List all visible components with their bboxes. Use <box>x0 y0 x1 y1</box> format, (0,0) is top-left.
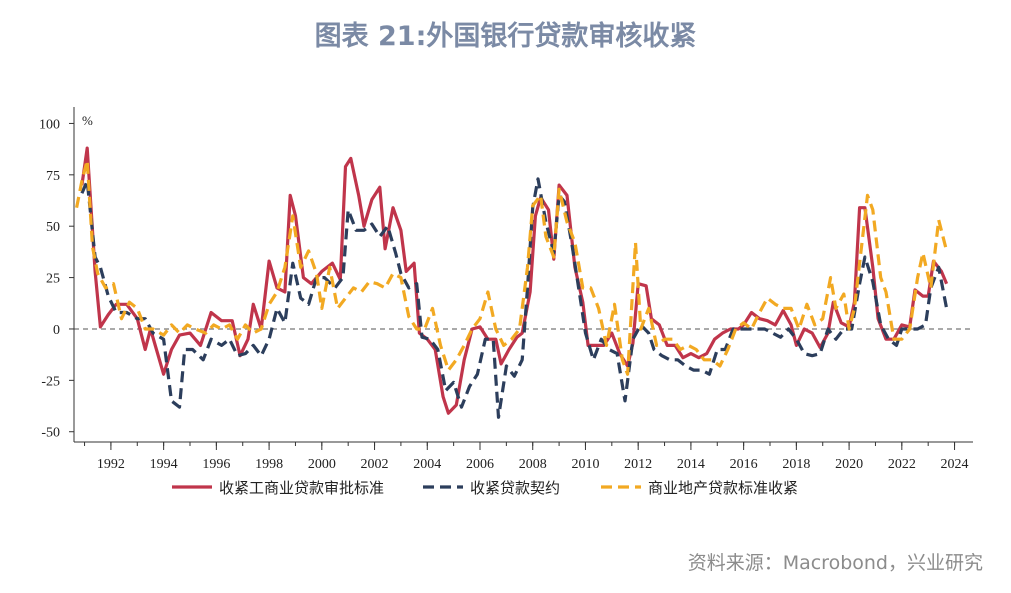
x-tick-label: 1996 <box>202 457 230 472</box>
x-tick-label: 2002 <box>361 457 389 472</box>
y-tick-label: 50 <box>46 220 60 235</box>
x-tick-label: 1994 <box>150 457 178 472</box>
legend: 收紧工商业贷款审批标准 收紧贷款契约 商业地产贷款标准收紧 <box>172 479 798 497</box>
x-tick-label: 2022 <box>888 457 916 472</box>
x-tick-label: 2006 <box>466 457 494 472</box>
axis-layer: 100 75 50 25 0 -25 -50% 1992 1994 1996 1998 2000 200… <box>39 107 973 472</box>
x-tick-label: 1992 <box>97 457 125 472</box>
x-tick-label: 2014 <box>677 457 705 472</box>
legend-label-1: 收紧贷款契约 <box>470 479 560 497</box>
y-tick-label: 100 <box>39 117 60 132</box>
source-note: 资料来源：Macrobond，兴业研究 <box>687 552 983 574</box>
series-layer <box>75 146 949 419</box>
x-tick-label: 2024 <box>941 457 969 472</box>
y-axis-unit: % <box>82 113 93 128</box>
x-tick-label: 2000 <box>308 457 336 472</box>
x-tick-label: 2020 <box>835 457 863 472</box>
legend-label-0: 收紧工商业贷款审批标准 <box>219 479 384 497</box>
series-line-0 <box>80 146 949 415</box>
x-tick-label: 2012 <box>624 457 652 472</box>
y-tick-label: -25 <box>41 374 60 389</box>
x-tick-label: 1998 <box>255 457 283 472</box>
page-title: 图表 21:外国银行贷款审核收紧 <box>314 21 697 52</box>
y-tick-label: -50 <box>41 426 60 441</box>
x-tick-label: 2010 <box>571 457 599 472</box>
x-tick-label: 2016 <box>730 457 758 472</box>
y-tick-label: 25 <box>46 272 60 287</box>
x-tick-label: 2018 <box>782 457 810 472</box>
x-tick-label: 2008 <box>519 457 547 472</box>
series-line-1 <box>80 177 949 419</box>
series-line-2 <box>75 158 949 376</box>
legend-label-2: 商业地产贷款标准收紧 <box>648 479 798 497</box>
y-tick-label: 75 <box>46 169 60 184</box>
y-tick-label: 0 <box>53 323 60 338</box>
x-tick-label: 2004 <box>413 457 441 472</box>
